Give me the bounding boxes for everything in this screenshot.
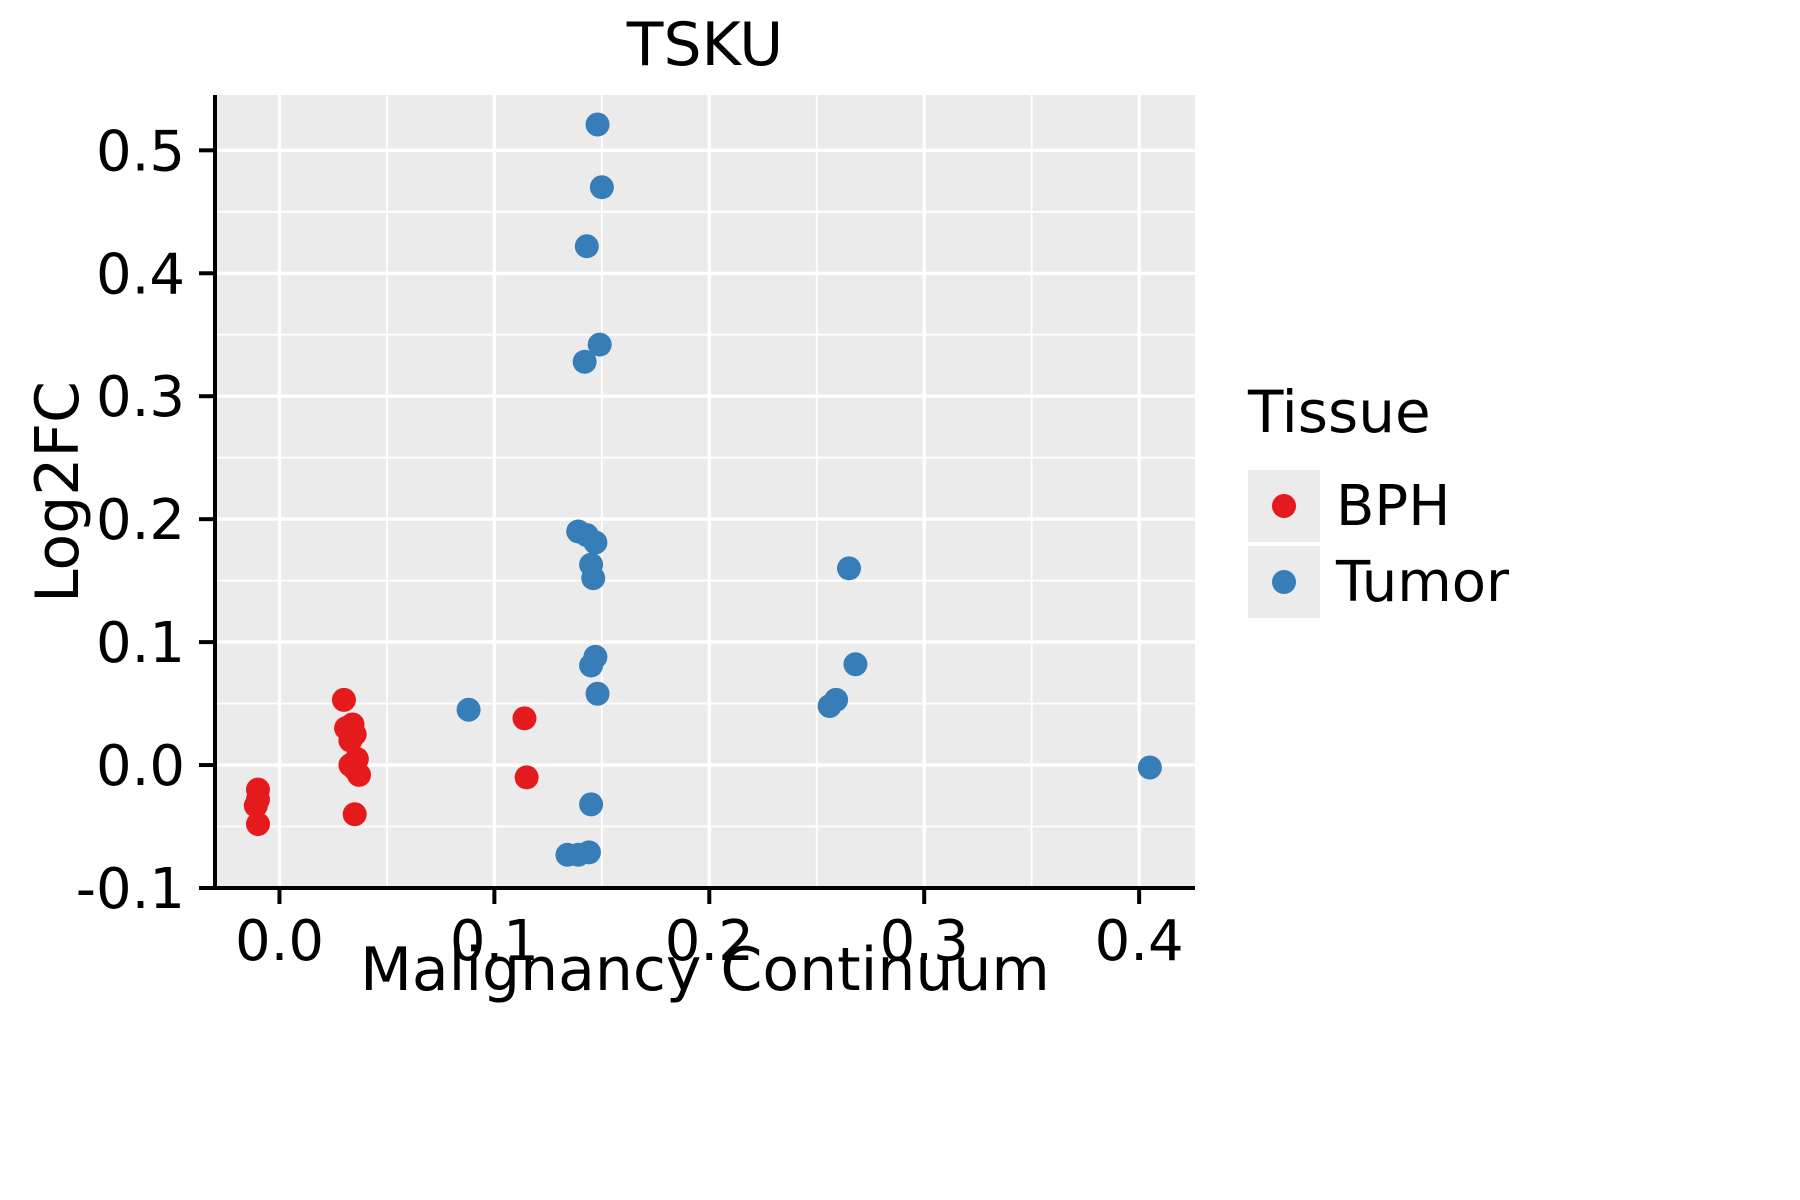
y-tick-label: 0.5 — [96, 119, 185, 184]
legend-label: BPH — [1336, 473, 1451, 539]
data-point-tumor — [583, 530, 608, 555]
y-tick-label: 0.2 — [96, 488, 185, 553]
y-tick-label: 0.1 — [96, 611, 185, 676]
y-tick-label: 0.4 — [96, 242, 185, 307]
legend-key — [1248, 546, 1320, 618]
y-tick-label: 0.3 — [96, 365, 185, 430]
data-point-bph — [346, 762, 371, 787]
data-point-tumor — [843, 652, 868, 677]
y-axis-label: Log2FC — [23, 381, 93, 603]
data-point-bph — [514, 765, 539, 790]
data-point-tumor — [836, 556, 861, 581]
data-point-tumor — [587, 332, 612, 357]
x-tick-label: 0.4 — [1095, 909, 1184, 974]
data-point-tumor — [1137, 755, 1162, 780]
data-point-bph — [243, 793, 268, 818]
data-point-bph — [245, 812, 270, 837]
legend-key — [1248, 470, 1320, 542]
x-tick-label: 0.2 — [665, 909, 754, 974]
data-point-tumor — [589, 175, 614, 200]
legend-title: Tissue — [1248, 378, 1431, 446]
y-tick-label: 0.0 — [96, 734, 185, 799]
data-point-tumor — [824, 687, 849, 712]
x-tick-label: 0.0 — [235, 909, 324, 974]
chart-title: TSKU — [626, 10, 784, 80]
data-point-tumor — [585, 681, 610, 706]
data-point-tumor — [585, 112, 610, 137]
x-axis-label: Malignancy Continuum — [360, 935, 1050, 1005]
data-point-tumor — [574, 234, 599, 259]
data-point-bph — [512, 706, 537, 731]
x-tick-label: 0.1 — [450, 909, 539, 974]
x-tick-label: 0.3 — [880, 909, 969, 974]
legend-label: Tumor — [1336, 549, 1510, 615]
data-point-tumor — [581, 566, 606, 591]
y-tick-label: -0.1 — [76, 857, 185, 922]
data-point-tumor — [579, 792, 604, 817]
data-point-bph — [342, 802, 367, 827]
data-point-tumor — [579, 653, 604, 678]
legend-item-bph: BPH — [1248, 470, 1509, 542]
data-point-bph — [338, 728, 363, 753]
legend: Tissue BPH Tumor — [1248, 378, 1509, 622]
data-point-bph — [331, 687, 356, 712]
data-point-tumor — [572, 349, 597, 374]
legend-item-tumor: Tumor — [1248, 546, 1509, 618]
tumor-marker-icon — [1272, 570, 1296, 594]
data-point-tumor — [456, 697, 481, 722]
data-point-tumor — [576, 840, 601, 865]
bph-marker-icon — [1272, 494, 1296, 518]
